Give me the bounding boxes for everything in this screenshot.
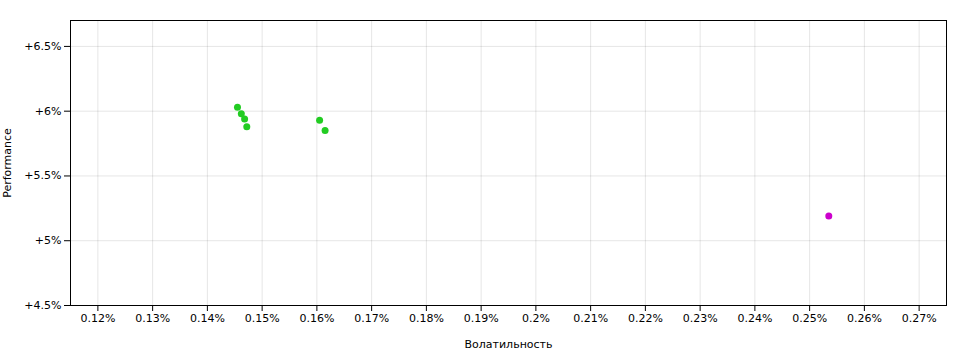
- svg-text:+5.5%: +5.5%: [24, 169, 61, 182]
- svg-text:0.23%: 0.23%: [683, 312, 718, 325]
- svg-text:0.16%: 0.16%: [299, 312, 334, 325]
- svg-text:0.26%: 0.26%: [847, 312, 882, 325]
- svg-text:+6.5%: +6.5%: [24, 40, 61, 53]
- svg-text:Performance: Performance: [1, 128, 14, 198]
- svg-text:0.22%: 0.22%: [628, 312, 663, 325]
- svg-text:Волатильность: Волатильность: [465, 338, 553, 350]
- svg-text:0.25%: 0.25%: [792, 312, 827, 325]
- svg-text:0.24%: 0.24%: [737, 312, 772, 325]
- svg-text:0.18%: 0.18%: [409, 312, 444, 325]
- svg-text:0.17%: 0.17%: [354, 312, 389, 325]
- svg-text:0.27%: 0.27%: [902, 312, 937, 325]
- svg-text:+6%: +6%: [35, 105, 62, 118]
- svg-text:0.19%: 0.19%: [464, 312, 499, 325]
- svg-text:0.14%: 0.14%: [190, 312, 225, 325]
- svg-text:0.2%: 0.2%: [522, 312, 550, 325]
- svg-text:0.13%: 0.13%: [135, 312, 170, 325]
- svg-text:0.21%: 0.21%: [573, 312, 608, 325]
- svg-text:0.12%: 0.12%: [80, 312, 115, 325]
- svg-text:+5%: +5%: [35, 234, 62, 247]
- svg-text:+4.5%: +4.5%: [24, 299, 61, 312]
- svg-text:0.15%: 0.15%: [245, 312, 280, 325]
